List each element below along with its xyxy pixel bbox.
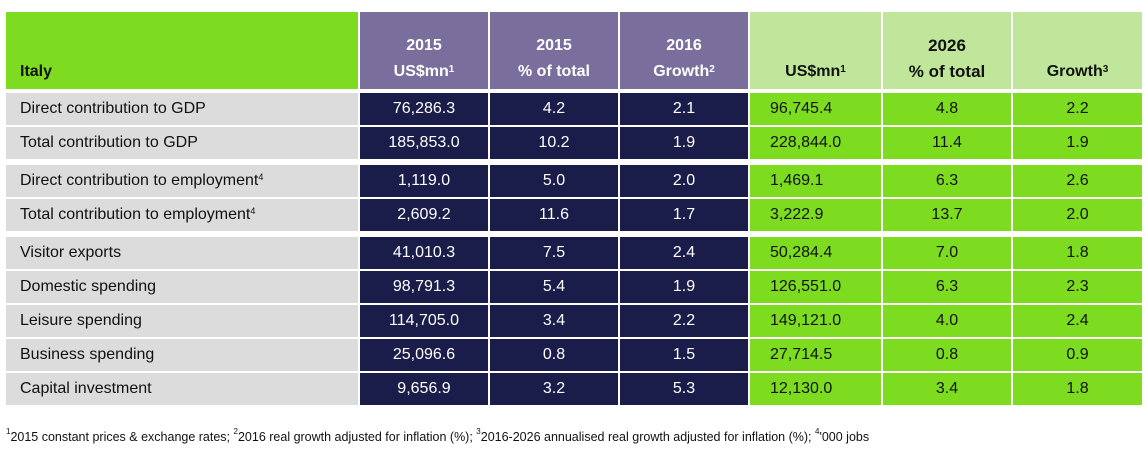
table-row: Capital investment 9,656.9 3.2 5.3 12,130.0 3… (6, 371, 1142, 405)
cell-2026-pct: 4.8 (881, 89, 1012, 126)
cell-2015-pct: 5.4 (488, 269, 619, 304)
cell-2026-growth: 2.3 (1011, 269, 1142, 304)
cell-2015-pct: 10.2 (488, 125, 619, 162)
row-label: Domestic spending (6, 269, 359, 304)
travel-tourism-table: Italy 2015 US$mn1 2015 % of total 2016 G… (6, 12, 1142, 405)
cell-2026-pct: 3.4 (881, 371, 1012, 405)
cell-2016-growth: 2.1 (618, 89, 749, 126)
cell-2015-pct: 3.2 (488, 371, 619, 405)
table-row: Total contribution to employment4 2,609.2… (6, 197, 1142, 234)
cell-2026-pct: 13.7 (881, 197, 1012, 234)
table-row: Direct contribution to GDP 76,286.3 4.2 2.1… (6, 89, 1142, 126)
cell-2026-growth: 1.8 (1011, 231, 1142, 270)
table-row: Leisure spending 114,705.0 3.4 2.2 149,121.0… (6, 303, 1142, 338)
cell-2026-usd: 50,284.4 (748, 231, 882, 270)
cell-2015-usd: 41,010.3 (358, 231, 489, 270)
footnote: 12015 constant prices & exchange rates; … (6, 427, 870, 444)
cell-2016-growth: 1.5 (618, 337, 749, 372)
cell-2026-pct: 0.8 (881, 337, 1012, 372)
cell-2016-growth: 5.3 (618, 371, 749, 405)
header-2026-usd: US$mn1 (748, 12, 882, 91)
row-label: Direct contribution to employment4 (6, 159, 359, 198)
cell-2026-usd: 126,551.0 (748, 269, 882, 304)
cell-2026-usd: 27,714.5 (748, 337, 882, 372)
cell-2015-usd: 9,656.9 (358, 371, 489, 405)
table-row: Total contribution to GDP 185,853.0 10.2 1.… (6, 125, 1142, 162)
cell-2015-usd: 185,853.0 (358, 125, 489, 162)
cell-2026-usd: 149,121.0 (748, 303, 882, 338)
cell-2015-pct: 3.4 (488, 303, 619, 338)
cell-2026-usd: 228,844.0 (748, 125, 882, 162)
cell-2016-growth: 1.9 (618, 125, 749, 162)
cell-2026-pct: 11.4 (881, 125, 1012, 162)
table-row: Visitor exports 41,010.3 7.5 2.4 50,284.4 7.0… (6, 231, 1142, 270)
cell-2026-growth: 2.4 (1011, 303, 1142, 338)
cell-2015-pct: 11.6 (488, 197, 619, 234)
cell-2015-usd: 114,705.0 (358, 303, 489, 338)
row-label: Total contribution to employment4 (6, 197, 359, 234)
header-2026-pct: 2026 % of total (881, 12, 1012, 91)
row-label: Visitor exports (6, 231, 359, 270)
cell-2015-pct: 5.0 (488, 159, 619, 198)
cell-2015-usd: 76,286.3 (358, 89, 489, 126)
cell-2026-pct: 7.0 (881, 231, 1012, 270)
cell-2026-pct: 6.3 (881, 269, 1012, 304)
header-2015-pct: 2015 % of total (488, 12, 619, 91)
header-2016-growth: 2016 Growth2 (618, 12, 749, 91)
header-row: Italy 2015 US$mn1 2015 % of total 2016 G… (6, 12, 1142, 91)
cell-2026-growth: 1.9 (1011, 125, 1142, 162)
header-2026-growth: Growth3 (1011, 12, 1142, 91)
cell-2016-growth: 2.2 (618, 303, 749, 338)
row-label: Leisure spending (6, 303, 359, 338)
cell-2016-growth: 1.7 (618, 197, 749, 234)
cell-2026-growth: 2.0 (1011, 197, 1142, 234)
cell-2026-growth: 1.8 (1011, 371, 1142, 405)
table-row: Direct contribution to employment4 1,119.… (6, 159, 1142, 198)
cell-2026-growth: 2.2 (1011, 89, 1142, 126)
cell-2026-usd: 12,130.0 (748, 371, 882, 405)
row-label: Total contribution to GDP (6, 125, 359, 162)
cell-2015-usd: 98,791.3 (358, 269, 489, 304)
row-label: Direct contribution to GDP (6, 89, 359, 126)
cell-2026-pct: 6.3 (881, 159, 1012, 198)
cell-2026-usd: 1,469.1 (748, 159, 882, 198)
cell-2015-usd: 1,119.0 (358, 159, 489, 198)
table-row: Business spending 25,096.6 0.8 1.5 27,714.5 0… (6, 337, 1142, 372)
header-country: Italy (6, 12, 359, 91)
row-label: Capital investment (6, 371, 359, 405)
cell-2015-pct: 4.2 (488, 89, 619, 126)
cell-2015-pct: 0.8 (488, 337, 619, 372)
cell-2026-usd: 3,222.9 (748, 197, 882, 234)
cell-2026-growth: 0.9 (1011, 337, 1142, 372)
cell-2016-growth: 2.4 (618, 231, 749, 270)
cell-2015-usd: 2,609.2 (358, 197, 489, 234)
table-row: Domestic spending 98,791.3 5.4 1.9 126,551.0… (6, 269, 1142, 304)
cell-2016-growth: 1.9 (618, 269, 749, 304)
cell-2026-usd: 96,745.4 (748, 89, 882, 126)
cell-2016-growth: 2.0 (618, 159, 749, 198)
cell-2026-pct: 4.0 (881, 303, 1012, 338)
cell-2015-pct: 7.5 (488, 231, 619, 270)
cell-2015-usd: 25,096.6 (358, 337, 489, 372)
row-label: Business spending (6, 337, 359, 372)
header-2015-usd: 2015 US$mn1 (358, 12, 489, 91)
cell-2026-growth: 2.6 (1011, 159, 1142, 198)
